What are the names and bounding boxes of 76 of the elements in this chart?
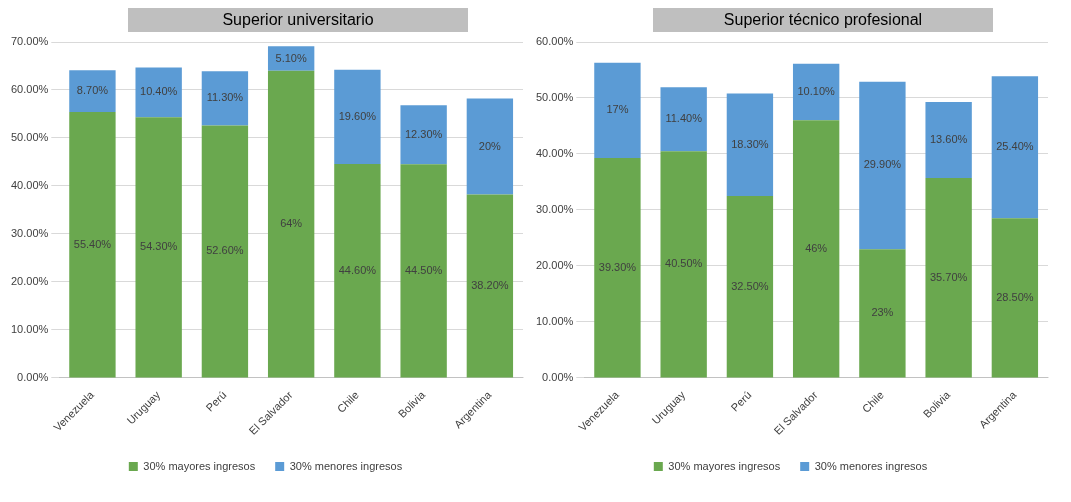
y-tick-label: 60.00% bbox=[536, 35, 574, 48]
bar bbox=[267, 70, 315, 378]
data-label: 8.70% bbox=[76, 84, 109, 97]
data-label: 32.50% bbox=[731, 279, 769, 292]
data-label: 39.30% bbox=[598, 260, 637, 273]
bar bbox=[400, 164, 447, 378]
data-label: 44.50% bbox=[404, 263, 443, 276]
data-label: 64% bbox=[280, 217, 303, 230]
data-label: 17% bbox=[606, 103, 629, 116]
bar bbox=[201, 125, 249, 378]
data-label: 10.10% bbox=[797, 85, 836, 98]
y-tick-label: 40.00% bbox=[536, 146, 574, 159]
bar bbox=[466, 194, 514, 378]
bar bbox=[726, 195, 774, 378]
y-tick-label: 20.00% bbox=[11, 274, 49, 287]
bar bbox=[594, 62, 641, 158]
y-tick-label: 50.00% bbox=[11, 131, 49, 143]
bar bbox=[135, 117, 182, 378]
data-label: 23% bbox=[871, 306, 894, 319]
bar bbox=[466, 98, 514, 195]
y-tick-label: 20.00% bbox=[536, 258, 574, 271]
data-label: 35.70% bbox=[929, 270, 968, 283]
bar bbox=[925, 178, 972, 378]
y-tick-label: 0.00% bbox=[542, 370, 574, 383]
bar bbox=[334, 163, 381, 378]
data-label: 5.10% bbox=[275, 51, 307, 64]
y-tick-label: 40.00% bbox=[11, 178, 49, 191]
data-label: 11.40% bbox=[665, 112, 703, 125]
bar bbox=[660, 151, 707, 378]
data-label: 25.40% bbox=[996, 140, 1034, 153]
bar bbox=[991, 218, 1039, 378]
legend-label: 30% mayores ingresos bbox=[143, 459, 256, 472]
y-tick-label: 0.00% bbox=[17, 370, 49, 383]
data-label: 13.60% bbox=[929, 133, 968, 145]
chart-title: Superior técnico profesional bbox=[653, 8, 993, 32]
data-label: 20% bbox=[478, 139, 502, 152]
y-tick-label: 10.00% bbox=[11, 322, 49, 335]
bar bbox=[69, 70, 116, 113]
chart-title: Superior universitario bbox=[128, 8, 468, 32]
bar bbox=[991, 76, 1039, 219]
bar bbox=[400, 105, 447, 165]
bar bbox=[859, 81, 906, 250]
bar bbox=[660, 87, 707, 152]
bar bbox=[201, 71, 249, 126]
data-label: 38.20% bbox=[471, 279, 509, 292]
data-label: 19.60% bbox=[338, 109, 377, 122]
bar bbox=[792, 63, 840, 121]
bar bbox=[334, 69, 381, 164]
data-label: 10.40% bbox=[140, 85, 178, 98]
y-tick-label: 70.00% bbox=[11, 35, 49, 48]
data-label: 18.30% bbox=[731, 137, 769, 150]
legend-label: 30% menores ingresos bbox=[289, 459, 403, 472]
data-label: 11.30% bbox=[206, 91, 244, 104]
data-label: 52.60% bbox=[206, 244, 244, 257]
y-tick-label: 10.00% bbox=[536, 314, 574, 327]
bar bbox=[925, 101, 972, 179]
bar bbox=[859, 249, 906, 378]
data-label: 54.30% bbox=[140, 240, 178, 253]
y-tick-label: 30.00% bbox=[536, 202, 574, 215]
bar bbox=[726, 93, 774, 196]
legend-label: 30% mayores ingresos bbox=[668, 459, 781, 472]
bar bbox=[135, 67, 182, 118]
data-label: 29.90% bbox=[863, 158, 902, 171]
legend-label: 30% menores ingresos bbox=[814, 459, 928, 472]
bar bbox=[69, 112, 116, 378]
data-label: 46% bbox=[805, 241, 828, 254]
y-tick-label: 60.00% bbox=[11, 83, 49, 96]
data-label: 44.60% bbox=[338, 263, 377, 276]
data-label: 28.50% bbox=[996, 290, 1034, 303]
bar bbox=[594, 157, 641, 378]
data-label: 12.30% bbox=[404, 127, 443, 140]
y-tick-label: 50.00% bbox=[536, 91, 574, 104]
data-label: 55.40% bbox=[73, 237, 112, 250]
data-label: 40.50% bbox=[665, 257, 703, 270]
bar bbox=[792, 120, 840, 378]
y-tick-label: 30.00% bbox=[11, 226, 49, 239]
